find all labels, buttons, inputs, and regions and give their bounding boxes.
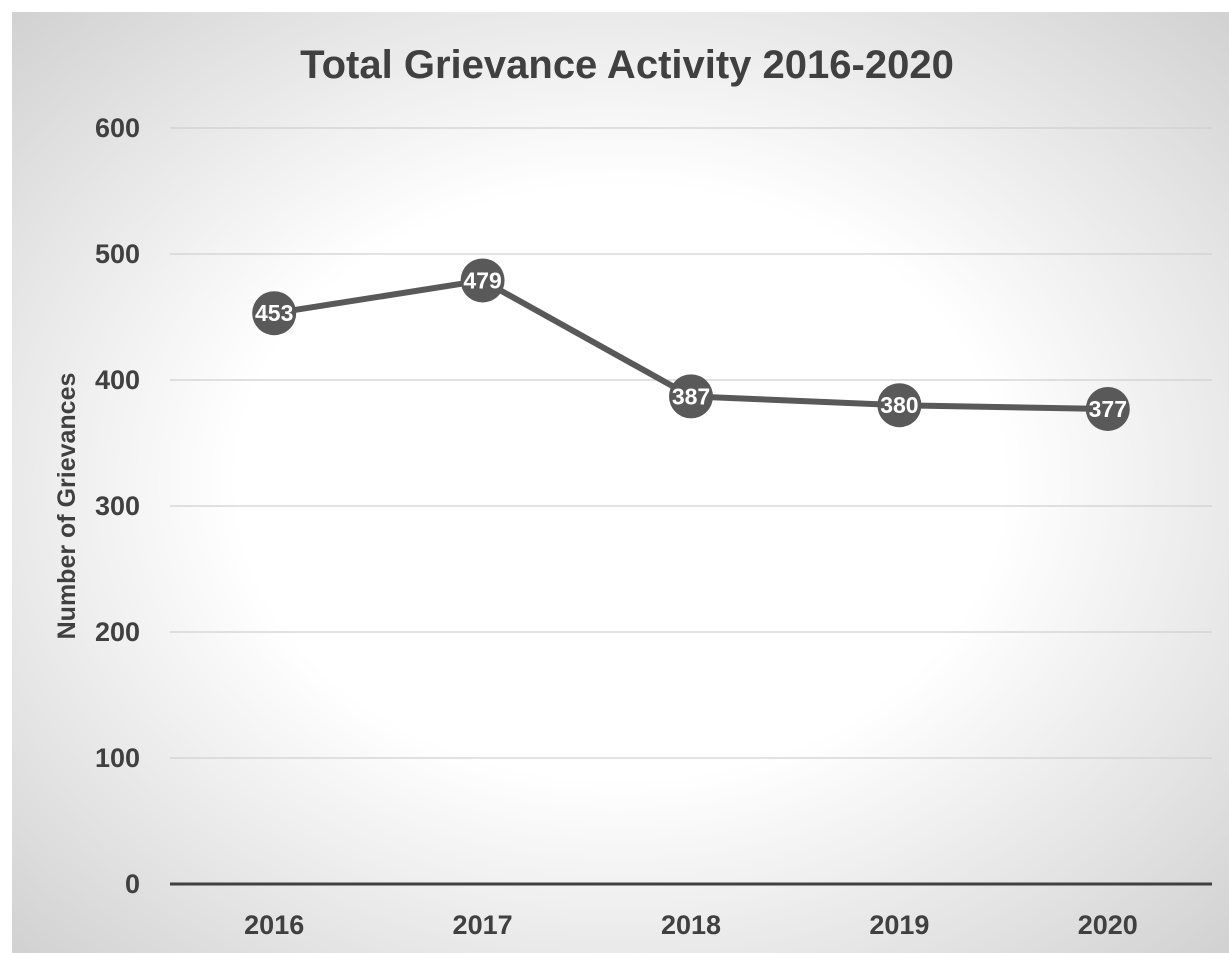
data-label: 479	[463, 267, 501, 293]
data-point-marker	[669, 374, 713, 419]
data-label: 380	[880, 392, 918, 418]
y-tick-label: 600	[95, 113, 140, 143]
y-tick-label: 200	[95, 617, 140, 647]
y-tick-label: 400	[95, 365, 140, 395]
gridlines	[170, 127, 1212, 886]
x-tick-label: 2017	[453, 910, 513, 940]
y-tick-label: 300	[95, 491, 140, 521]
data-label: 453	[255, 300, 293, 326]
x-tick-label: 2019	[869, 910, 929, 940]
x-axis-ticks: 2016 2017 2018 2019 2020	[244, 910, 1138, 940]
data-point-marker	[877, 383, 922, 428]
series-grievances: 453 479 387 380 377	[252, 258, 1130, 431]
chart-title: Total Grievance Activity 2016-2020	[300, 43, 954, 87]
y-axis-title: Number of Grievances	[53, 373, 81, 640]
x-tick-label: 2018	[661, 910, 721, 940]
x-tick-label: 2016	[244, 910, 304, 940]
x-tick-label: 2020	[1078, 910, 1138, 940]
y-tick-label: 0	[125, 869, 140, 899]
data-point-marker	[252, 291, 297, 336]
data-label: 377	[1089, 396, 1127, 422]
data-point-marker	[1085, 386, 1130, 431]
y-tick-label: 100	[95, 743, 140, 773]
y-axis-ticks: 0 100 200 300 400 500 600	[95, 113, 140, 899]
data-label: 387	[672, 383, 710, 409]
data-point-marker	[460, 258, 505, 303]
chart-background	[12, 12, 1229, 953]
y-tick-label: 500	[95, 239, 140, 269]
